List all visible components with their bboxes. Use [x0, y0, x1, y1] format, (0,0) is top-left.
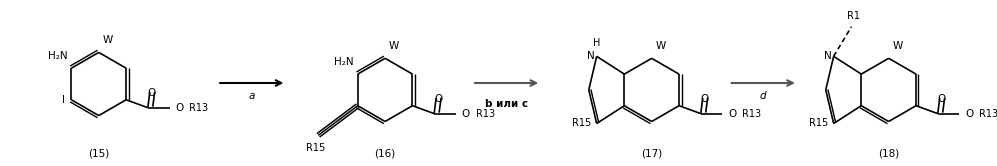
- Text: R13: R13: [476, 109, 495, 119]
- Text: O: O: [965, 109, 974, 119]
- Text: R1: R1: [846, 11, 859, 21]
- Text: d: d: [760, 91, 767, 101]
- Text: O: O: [148, 88, 156, 98]
- Text: R13: R13: [189, 103, 208, 113]
- Text: O: O: [462, 109, 470, 119]
- Text: (17): (17): [641, 148, 662, 158]
- Text: (16): (16): [375, 148, 396, 158]
- Text: W: W: [892, 41, 903, 51]
- Text: a: a: [248, 91, 255, 101]
- Text: R15: R15: [810, 119, 829, 128]
- Text: R13: R13: [742, 109, 762, 119]
- Text: N: N: [587, 51, 594, 61]
- Text: W: W: [103, 36, 113, 45]
- Text: R15: R15: [572, 119, 592, 128]
- Text: O: O: [729, 109, 737, 119]
- Text: O: O: [175, 103, 183, 113]
- Text: R13: R13: [979, 109, 997, 119]
- Text: H₂N: H₂N: [48, 51, 68, 61]
- Text: O: O: [701, 94, 709, 104]
- Text: W: W: [389, 41, 399, 51]
- Text: b или c: b или c: [485, 99, 528, 109]
- Text: H: H: [593, 39, 600, 48]
- Text: H₂N: H₂N: [334, 57, 354, 67]
- Text: (18): (18): [878, 148, 899, 158]
- Text: R15: R15: [306, 143, 325, 153]
- Text: I: I: [63, 95, 66, 105]
- Text: (15): (15): [88, 148, 110, 158]
- Text: O: O: [434, 94, 443, 104]
- Text: W: W: [656, 41, 666, 51]
- Text: N: N: [824, 51, 831, 61]
- Text: O: O: [937, 94, 946, 104]
